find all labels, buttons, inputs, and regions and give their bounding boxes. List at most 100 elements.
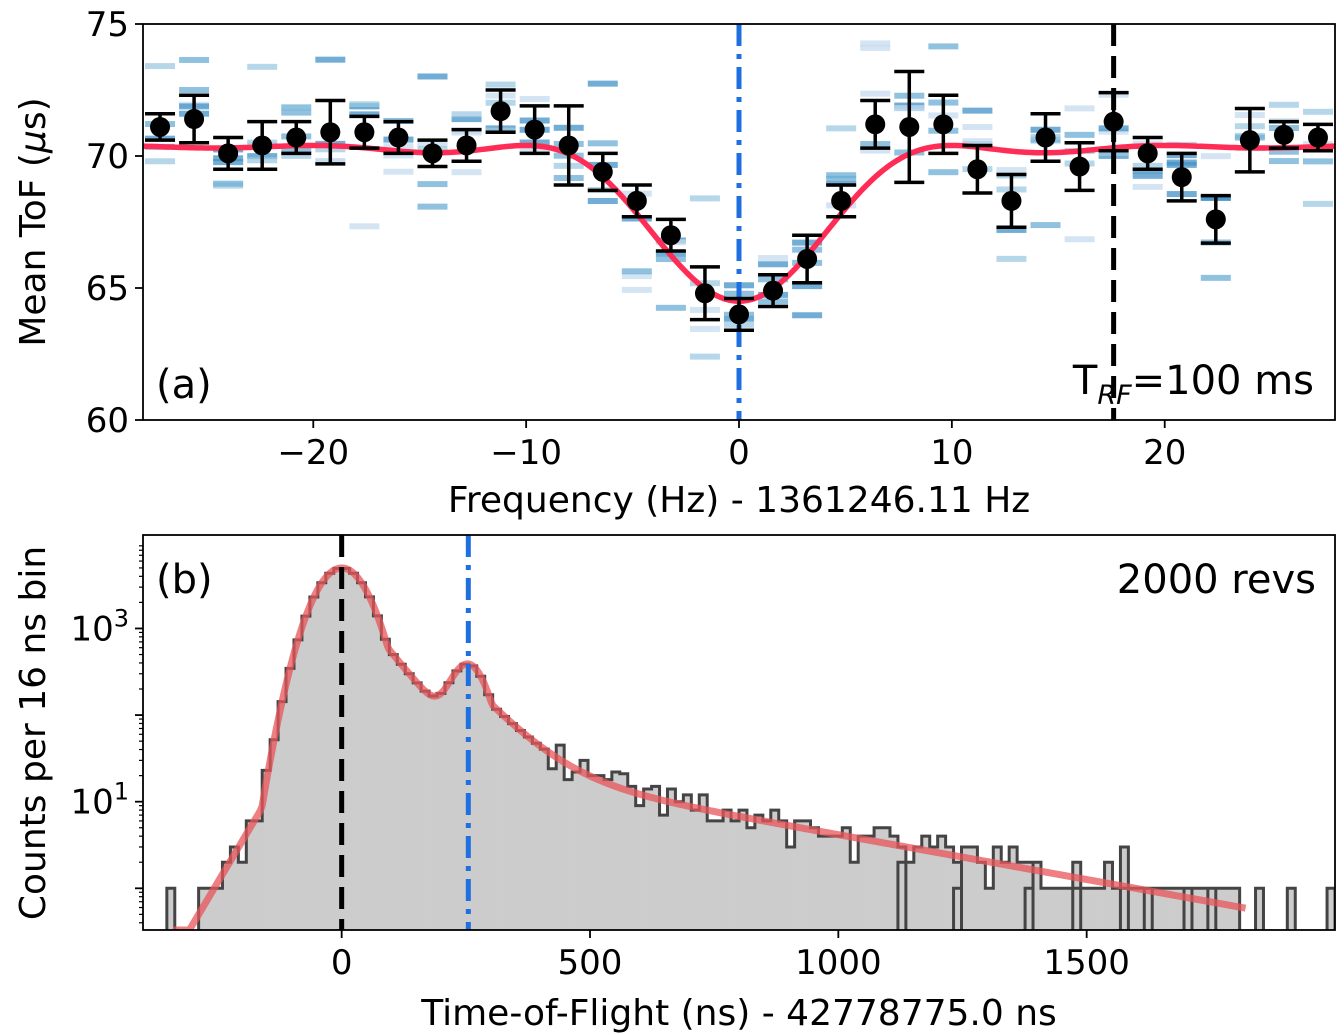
histogram-bin — [492, 709, 501, 930]
x-tick-label: 0 — [331, 943, 353, 983]
heatmap-cell — [621, 273, 652, 280]
marker — [1001, 190, 1022, 211]
histogram-bin — [929, 846, 938, 930]
data-point — [281, 119, 312, 156]
heatmap-cell — [860, 40, 891, 47]
marker — [1069, 156, 1090, 177]
histogram-bin — [1160, 888, 1169, 930]
marker — [558, 135, 579, 156]
histogram-bin — [468, 665, 478, 930]
marker — [1137, 143, 1158, 164]
histogram-bin — [254, 820, 263, 930]
histogram-bin — [309, 597, 319, 930]
histogram-bin — [1056, 888, 1066, 930]
data-point — [758, 273, 789, 309]
histogram-bin — [278, 701, 287, 930]
data-point — [349, 114, 380, 150]
histogram-bin — [850, 862, 859, 930]
heatmap-cell — [281, 152, 312, 159]
data-point — [145, 112, 176, 142]
histogram-bin — [683, 794, 692, 930]
heatmap-cell — [383, 152, 414, 159]
histogram-bin — [1207, 888, 1217, 930]
heatmap-cell — [689, 353, 720, 360]
heatmap-cell — [962, 107, 993, 114]
histogram-bin — [969, 846, 978, 930]
histogram-bin — [1327, 888, 1335, 930]
histogram-bin — [770, 810, 780, 930]
histogram-bin — [937, 836, 946, 930]
x-tick-label: 1500 — [1043, 943, 1130, 983]
histogram-bin — [484, 694, 493, 930]
data-point — [247, 119, 278, 171]
histogram-bin — [1104, 862, 1113, 930]
histogram-bin — [437, 693, 446, 930]
histogram-bin — [945, 846, 954, 930]
heatmap-cell — [758, 261, 789, 268]
heatmap-cell — [213, 180, 244, 187]
histogram-bin — [556, 745, 565, 930]
heatmap-cell — [451, 116, 482, 123]
panel-a-x-axis-label: Frequency (Hz) - 1361246.11 Hz — [448, 480, 1030, 521]
histogram-bin — [715, 820, 724, 930]
histogram-bin — [643, 789, 652, 930]
heatmap-cell — [349, 111, 380, 118]
heatmap-cell — [349, 101, 380, 108]
heatmap-cell — [1268, 101, 1299, 108]
histogram-bin — [460, 664, 470, 930]
histogram-bin — [246, 820, 255, 930]
heatmap-cell — [758, 255, 789, 262]
heatmap-cell — [996, 255, 1027, 262]
histogram-bin — [913, 846, 923, 930]
histogram-bin — [1184, 888, 1193, 930]
marker — [865, 114, 886, 135]
heatmap-cell — [417, 203, 448, 210]
data-point — [1030, 112, 1061, 164]
y-tick-label: 70 — [86, 137, 129, 177]
y-tick-label: 103 — [70, 604, 129, 649]
heatmap-cell — [179, 86, 210, 93]
marker — [286, 127, 307, 148]
histogram-bin — [778, 820, 787, 930]
histogram-bin — [286, 668, 295, 930]
histogram-bin — [993, 846, 1002, 930]
panel-a-reference-lines — [736, 24, 1117, 420]
heatmap-cell — [247, 63, 278, 70]
heatmap-cell — [315, 56, 346, 63]
histogram-bin — [588, 775, 597, 930]
histogram-bin — [444, 682, 454, 930]
histogram-bin — [1176, 888, 1185, 930]
histogram-bin — [659, 815, 668, 930]
histogram-bin — [476, 676, 486, 930]
histogram-bin — [977, 862, 986, 930]
marker — [1205, 209, 1226, 230]
marker — [660, 225, 681, 246]
heatmap-cell — [689, 195, 720, 202]
heatmap-cell — [1302, 108, 1333, 115]
histogram-bin — [564, 779, 573, 930]
heatmap-cell — [860, 44, 891, 51]
marker — [1273, 124, 1294, 145]
histogram-bin — [341, 568, 350, 930]
data-point — [860, 98, 891, 150]
marker — [354, 122, 375, 143]
data-point — [621, 183, 652, 219]
marker — [150, 116, 171, 137]
histogram-bin — [858, 836, 867, 930]
histogram-bin — [206, 888, 215, 930]
histogram-bin — [365, 596, 374, 930]
heatmap-cell — [621, 268, 652, 275]
panel-b-tof-histogram: 0 500 1000 1500 101 103 (b) 2000 revs Time-o… — [13, 534, 1336, 1034]
heatmap-cell — [1268, 148, 1299, 155]
y-tick-label: 101 — [70, 778, 129, 823]
panel-a-label: (a) — [156, 362, 212, 408]
histogram-bin — [818, 836, 827, 930]
data-point — [826, 183, 857, 219]
marker — [1035, 127, 1056, 148]
histogram-bin — [333, 568, 342, 930]
data-point — [451, 127, 482, 164]
histogram-bin — [1033, 862, 1042, 930]
heatmap-cell — [417, 181, 448, 188]
marker — [252, 135, 273, 156]
histogram-bin — [810, 827, 819, 930]
